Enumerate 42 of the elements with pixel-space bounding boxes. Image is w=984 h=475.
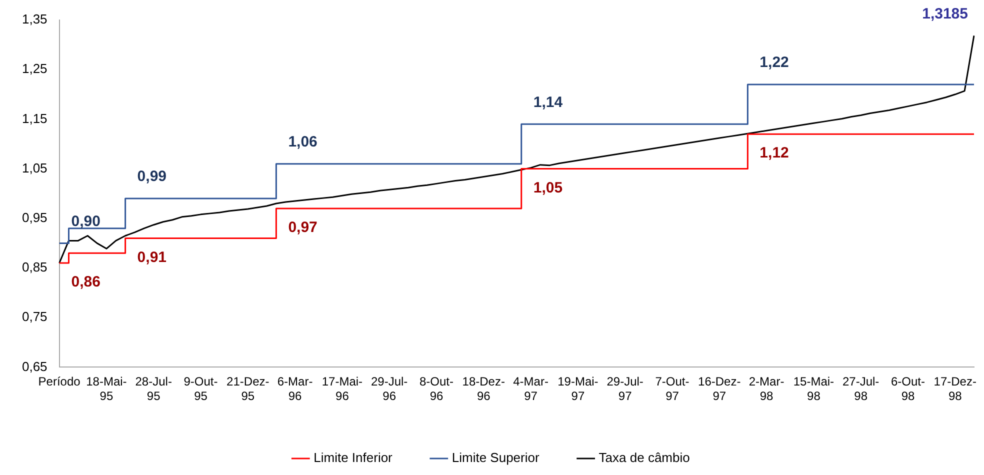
data-label: 0,97	[288, 219, 318, 236]
x-tick-label: 6-Mar-96	[277, 374, 313, 404]
x-tick-label: 19-Mai-97	[558, 374, 598, 404]
x-tick-label: 7-Out-97	[655, 374, 690, 404]
x-tick-label: 6-Out-98	[890, 374, 925, 404]
x-tick-label: 9-Out-95	[184, 374, 218, 404]
y-tick-label: 0,85	[22, 260, 48, 275]
x-tick-label: 8-Out-96	[419, 374, 454, 404]
data-label: 1,3185	[922, 5, 968, 22]
x-tick-label: 2-Mar-98	[748, 374, 784, 404]
data-label: 1,05	[533, 179, 563, 196]
legend-label: Limite Superior	[452, 450, 540, 466]
data-label: 0,90	[71, 212, 101, 230]
x-tick-label: Período	[38, 374, 81, 389]
y-tick-label: 1,35	[22, 12, 48, 27]
y-tick-label: 0,95	[22, 210, 48, 225]
y-tick-label: 1,15	[22, 110, 48, 126]
x-tick-label: 29-Jul-97	[606, 374, 644, 404]
x-tick-label: 21-Dez-95	[226, 374, 270, 404]
x-tick-label: 28-Jul-95	[135, 374, 172, 404]
data-label: 0,86	[71, 274, 101, 291]
y-tick-label: 0,65	[22, 358, 48, 374]
data-label: 1,22	[760, 54, 789, 72]
legend-label: Taxa de câmbio	[598, 450, 690, 466]
x-tick-label: 4-Mar-97	[513, 374, 548, 404]
x-tick-label: 17-Mai-96	[322, 374, 363, 404]
x-tick-label: 16-Dez-97	[698, 374, 741, 404]
data-label: 0,91	[137, 248, 167, 266]
y-tick-label: 1,05	[22, 160, 48, 176]
y-tick-label: 1,25	[22, 61, 48, 76]
data-label: 1,06	[288, 133, 318, 150]
data-label: 1,12	[760, 144, 789, 162]
x-tick-label: 27-Jul-98	[842, 374, 880, 404]
x-tick-label: 15-Mai-98	[793, 374, 834, 404]
data-label: 0,99	[137, 168, 167, 186]
x-tick-label: 17-Dez-98	[934, 374, 976, 404]
x-tick-label: 18-Dez-96	[462, 374, 505, 404]
x-tick-label: 18-Mai-95	[86, 374, 127, 404]
x-tick-label: 29-Jul-96	[371, 374, 408, 404]
data-label: 1,14	[533, 94, 564, 111]
legend-label: Limite Inferior	[314, 450, 394, 466]
y-tick-label: 0,75	[22, 309, 48, 324]
